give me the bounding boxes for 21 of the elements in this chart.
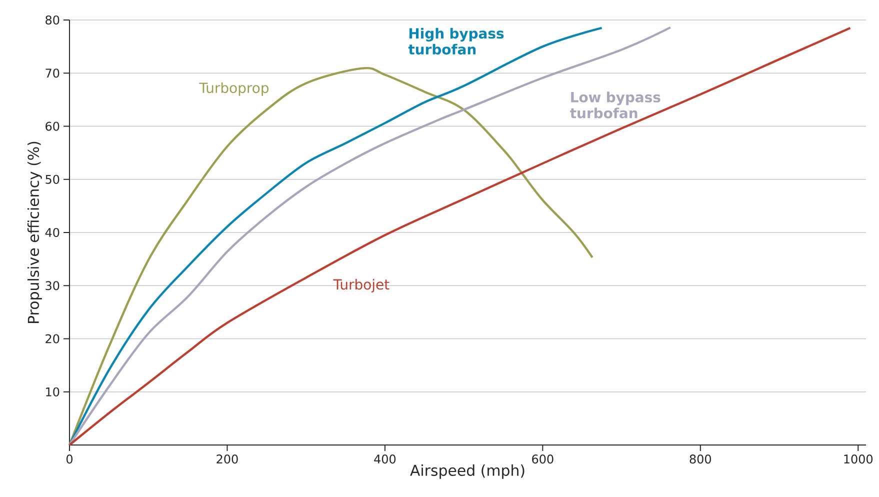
y-tick-label: 60 <box>46 122 60 131</box>
y-tick-label: 10 <box>46 387 60 396</box>
line-series <box>68 26 852 446</box>
series-label: Low bypass turbofan <box>570 92 660 118</box>
x-tick-label: 0 <box>66 454 73 464</box>
y-tick-label: 80 <box>46 15 60 25</box>
series-label: Turbojet <box>333 278 390 292</box>
y-tick-label: 70 <box>46 68 60 78</box>
x-tick-label: 400 <box>374 454 396 464</box>
y-axis-title: Propulsive efficiency (%) <box>27 142 42 323</box>
x-tick-label: 800 <box>690 454 712 464</box>
y-tick-label: 30 <box>46 281 60 290</box>
x-tick-label: 600 <box>532 454 554 464</box>
y-tick-label: 40 <box>45 228 60 238</box>
y-tick-label: 20 <box>46 334 60 344</box>
y-tick-label: 50 <box>46 174 60 184</box>
x-tick-label: 1000 <box>844 454 873 464</box>
x-tick-label: 200 <box>216 454 238 464</box>
series-label: Turboprop <box>199 82 268 96</box>
x-axis-title: Airspeed (mph) <box>410 464 524 479</box>
series-label: High bypass turbofan <box>408 28 504 55</box>
